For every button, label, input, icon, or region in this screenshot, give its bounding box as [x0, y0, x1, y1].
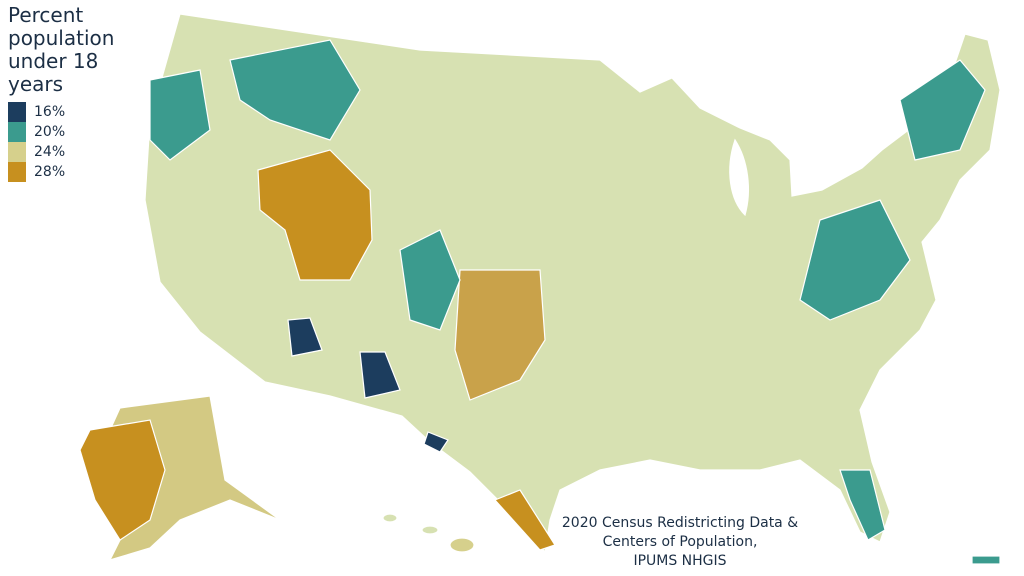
- region-teal: [149, 69, 211, 161]
- source-line: 2020 Census Redistricting Data &: [561, 515, 799, 531]
- legend-swatch: [8, 122, 26, 142]
- map-shapes: [79, 13, 1001, 565]
- legend-swatch: [8, 162, 26, 182]
- region-navy: [287, 317, 323, 357]
- region-teal: [799, 199, 911, 321]
- region-teal: [399, 229, 461, 331]
- alaska-gold: [79, 419, 166, 541]
- legend-item: 16%: [8, 102, 65, 122]
- legend-swatch: [8, 142, 26, 162]
- region-teal: [839, 469, 886, 541]
- region-navy: [423, 431, 449, 453]
- legend-label: 24%: [34, 144, 66, 160]
- hawaii: [382, 513, 398, 523]
- legend-label: 28%: [34, 164, 66, 180]
- source: 2020 Census Redistricting Data & Centers …: [560, 514, 800, 571]
- region-gold: [493, 489, 556, 551]
- source-line: Centers of Population,: [602, 534, 758, 550]
- puerto-rico: [971, 555, 1001, 565]
- region-navy: [359, 351, 401, 399]
- region-gold: [454, 269, 546, 401]
- legend-label: 20%: [34, 124, 66, 140]
- source-line: IPUMS NHGIS: [633, 553, 727, 569]
- hawaii: [421, 525, 439, 535]
- region-teal: [899, 59, 986, 161]
- region-teal: [229, 39, 361, 141]
- hawaii: [449, 537, 475, 553]
- map-title: Percent population under 18 years: [8, 3, 115, 96]
- region-gold: [257, 149, 373, 281]
- legend-item: 28%: [8, 162, 65, 182]
- great-lakes: [759, 106, 851, 154]
- legend-item: 24%: [8, 142, 65, 162]
- legend-label: 16%: [34, 104, 66, 120]
- legend: 16% 20% 24% 28%: [8, 102, 65, 182]
- legend-swatch: [8, 102, 26, 122]
- legend-item: 20%: [8, 122, 65, 142]
- lake-michigan: [729, 138, 750, 217]
